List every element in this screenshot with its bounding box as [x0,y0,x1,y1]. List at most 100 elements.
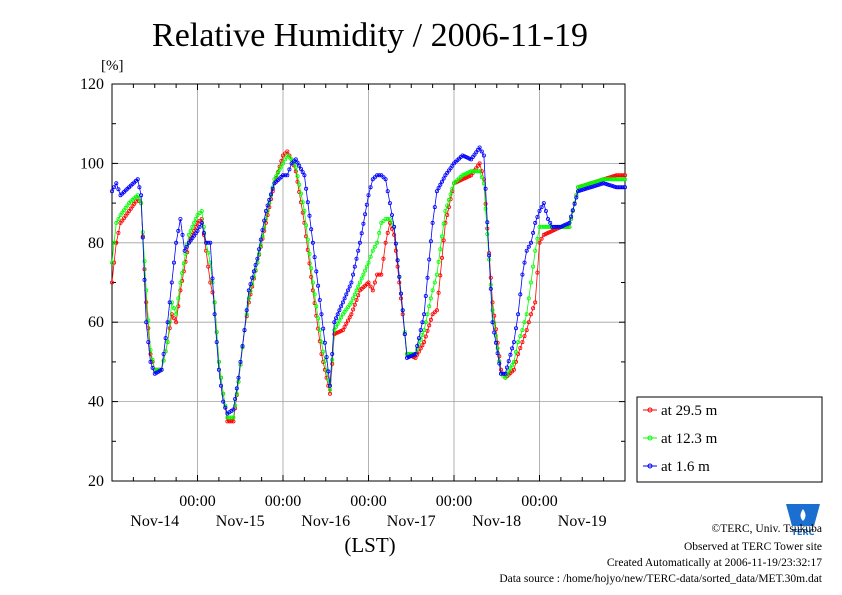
data-point [214,340,219,345]
data-point [590,180,595,185]
data-point [112,260,117,265]
data-point [206,264,211,269]
data-point [539,236,544,241]
data-point [116,187,121,192]
data-point [508,352,513,357]
data-point [289,157,294,162]
data-point [430,312,435,317]
date-label: Nov-18 [472,513,521,530]
date-label: Nov-19 [558,513,607,530]
data-point [167,326,172,331]
data-point [415,343,420,348]
data-point [497,354,502,359]
data-point [383,240,388,245]
data-point [216,359,221,364]
data-point [357,240,362,245]
data-point [335,321,340,326]
data-point [309,227,314,232]
data-point [221,399,226,404]
data-point [231,419,236,424]
data-point [116,230,121,235]
data-point [605,182,610,187]
data-point [293,169,298,174]
data-point [240,343,245,348]
data-point [307,251,312,256]
data-point [377,230,382,235]
data-point [381,218,386,223]
data-point [223,405,228,410]
data-point [539,224,544,229]
data-point [526,296,531,301]
data-point [332,328,337,333]
data-point [541,201,546,206]
data-point [537,224,542,229]
date-label: Nov-16 [301,513,350,530]
data-point [366,193,371,198]
data-point [487,253,492,258]
data-point [493,333,498,338]
data-point [385,216,390,221]
data-point [146,318,151,323]
data-point [579,184,584,189]
data-point [514,326,519,331]
data-point [280,153,285,158]
data-point [283,151,288,156]
data-point [351,307,356,312]
data-point [585,186,590,191]
data-point [397,274,402,279]
data-point [277,167,282,172]
data-point [321,349,326,354]
data-point [436,290,441,295]
data-point [428,296,433,301]
data-point [359,231,364,236]
series-line [111,146,625,415]
data-point [445,203,450,208]
data-point [375,240,380,245]
data-point [349,300,354,305]
data-point [330,351,335,356]
date-label: Nov-15 [216,513,265,530]
data-point [344,321,349,326]
data-point [416,336,421,341]
data-point [214,330,219,335]
data-point [621,173,626,178]
data-point [485,220,490,225]
data-point [479,149,484,154]
data-point [621,177,626,182]
data-point [577,188,582,193]
data-point [258,243,263,248]
terc-logo: TERC [783,502,823,537]
data-point [293,165,298,170]
data-point [529,240,534,245]
data-point [298,166,303,171]
data-point [227,419,232,424]
data-point [335,312,340,317]
data-point [345,288,350,293]
data-point [364,264,369,269]
data-point [212,300,217,305]
data-point [439,234,444,239]
data-point [483,206,488,211]
data-point [375,173,380,178]
data-point [393,241,398,246]
data-point [347,315,352,320]
data-point [208,240,213,245]
data-point [135,177,140,182]
credit-observed: Observed at TERC Tower site [684,541,822,553]
data-point [112,240,117,245]
data-point [262,218,267,223]
data-point [212,312,217,317]
data-point [479,175,484,180]
data-point [522,334,527,339]
data-point [144,300,149,305]
data-point [354,288,359,293]
data-point [370,177,375,182]
data-point [518,292,523,297]
data-point [300,200,305,205]
data-point [368,254,373,259]
data-point [349,280,354,285]
credit-created: Created Automatically at 2006-11-19/23:3… [607,557,822,569]
data-point [307,213,312,218]
data-point [441,176,446,181]
data-point [285,149,290,154]
